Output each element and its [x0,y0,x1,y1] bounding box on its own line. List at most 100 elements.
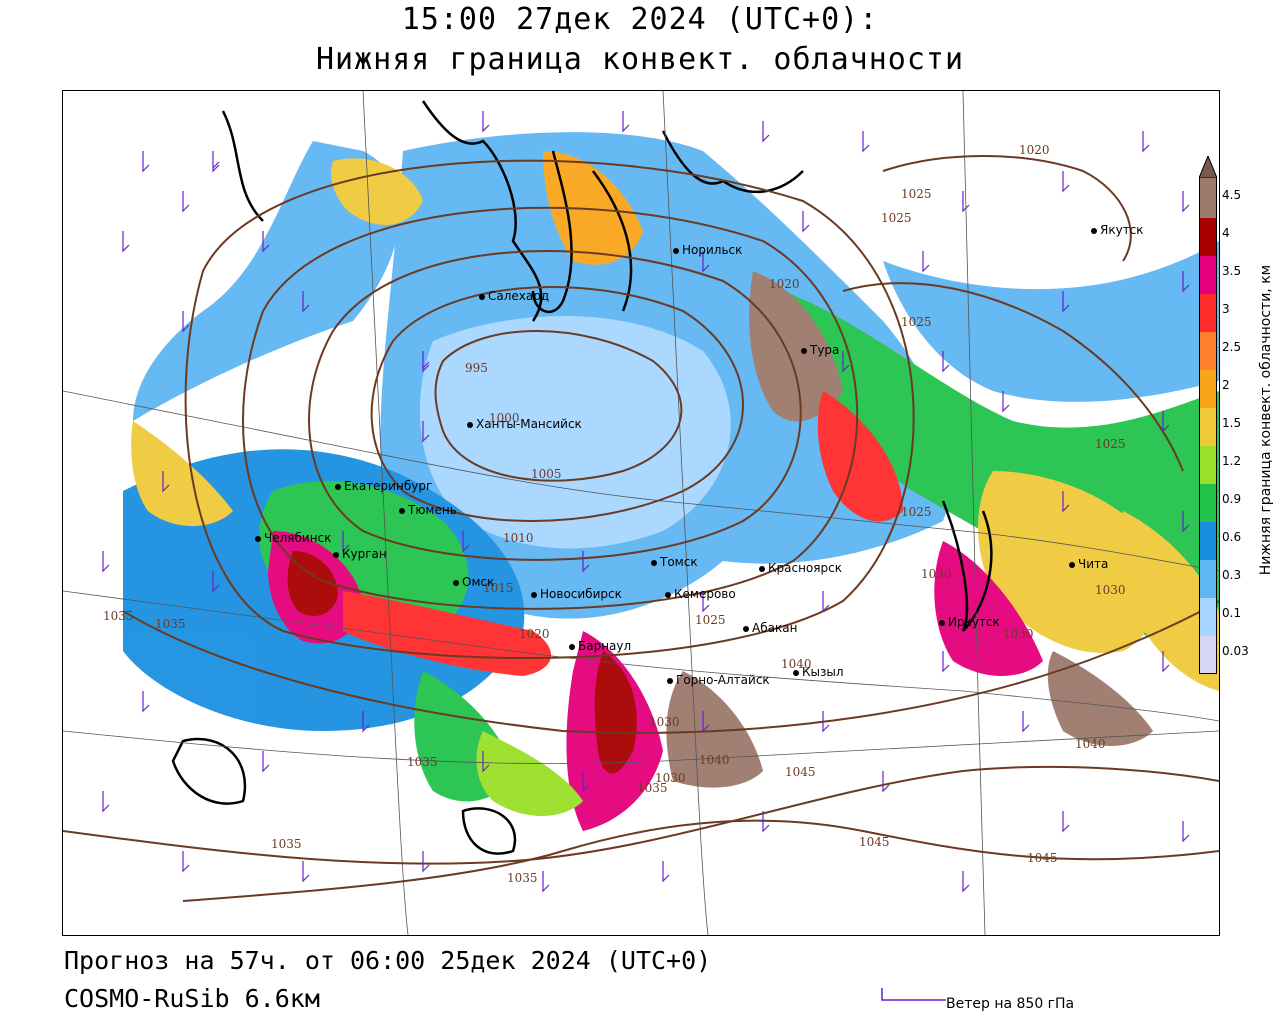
city-marker [255,535,261,542]
isobar-label: 1035 [637,781,668,795]
isobar-label: 1030 [1095,583,1126,597]
coastlines [171,100,993,855]
isobar-label: 1030 [655,771,686,785]
legend-swatch [1199,636,1217,674]
city-marker [399,507,405,514]
legend-tick: 2.5 [1222,340,1242,354]
city-label: Норильск [673,243,742,257]
isobar-label: 1025 [881,211,912,225]
city-marker [673,247,679,254]
isobars [63,155,1219,902]
legend-arrow [1199,156,1217,178]
city-marker [479,293,485,300]
city-label: Курган [333,547,387,561]
wind-barbs [102,111,1190,893]
isobar-label: 1030 [649,715,680,729]
city-label: Якутск [1091,223,1144,237]
isobar-label: 1025 [901,315,932,329]
model-name: COSMO-RuSib 6.6км [64,984,320,1013]
isobar-label: 1035 [155,617,186,631]
city-marker [743,625,749,632]
city-marker [467,421,473,428]
city-marker [667,677,673,684]
city-marker [531,591,537,598]
city-marker [939,619,945,626]
city-label: Тюмень [399,503,457,517]
city-marker [333,551,339,558]
map-subtitle: Нижняя граница конвект. облачности [315,42,965,77]
map-title: 15:00 27дек 2024 (UTC+0): [401,2,879,37]
legend-swatch [1199,370,1217,408]
city-label: Ханты-Мансийск [467,417,582,431]
isobar-label: 1020 [769,277,800,291]
legend-tick: 4 [1222,226,1230,240]
city-marker [453,579,459,586]
city-label: Абакан [743,621,797,635]
forecast-map: 1020 1025 1025 1020 1025 995 1000 1005 1… [62,90,1220,936]
isobar-label: 1035 [407,755,438,769]
city-label: Челябинск [255,531,331,545]
isobar-label: 1020 [519,627,550,641]
city-label: Томск [651,555,698,569]
legend-swatch [1199,178,1217,218]
city-label: Омск [453,575,494,589]
legend-swatch [1199,332,1217,370]
legend-tick: 3 [1222,302,1230,316]
isobar-label: 1025 [901,505,932,519]
legend-swatch [1199,598,1217,636]
city-marker [793,669,799,676]
city-marker [1091,227,1097,234]
cloud-field [123,132,1219,831]
isobar-label: 1040 [1075,737,1106,751]
legend-tick: 4.5 [1222,188,1242,202]
city-label: Екатеринбург [335,479,432,493]
city-marker [801,347,807,354]
city-label: Кемерово [665,587,736,601]
isobar-label: 1005 [531,467,562,481]
legend-tick: 0.1 [1222,606,1242,620]
forecast-info: Прогноз на 57ч. от 06:00 25дек 2024 (UTC… [64,946,712,975]
city-label: Иркутск [939,615,1000,629]
isobar-label: 1045 [859,835,890,849]
isobar-label: 1025 [901,187,932,201]
isobar-label: 1045 [1027,851,1058,865]
wind-key-label: Ветер на 850 гПа [946,996,1075,1012]
legend-swatch [1199,218,1217,256]
legend-tick: 2 [1222,378,1230,392]
isobar-label: 1030 [1003,627,1034,641]
legend-swatch [1199,294,1217,332]
city-marker [651,559,657,566]
legend-title: Нижняя граница конвект. облачности, км [1258,264,1274,576]
legend-tick: 0.9 [1222,492,1242,506]
city-label: Новосибирск [531,587,622,601]
legend-tick: 0.03 [1222,644,1249,658]
isobar-label: 1045 [785,765,816,779]
legend-swatch [1199,522,1217,560]
legend-tick: 0.3 [1222,568,1242,582]
admin-borders [63,91,1219,935]
map-canvas [63,91,1219,935]
isobar-label: 1000 [489,411,520,425]
city-label: Барнаул [569,639,631,653]
isobar-label: 995 [465,361,488,375]
isobar-label: 1030 [921,567,952,581]
city-marker [665,591,671,598]
isobar-label: 1015 [483,581,514,595]
city-label: Салехард [479,289,549,303]
city-label: Горно-Алтайск [667,673,770,687]
isobar-label: 1040 [699,753,730,767]
isobar-label: 1020 [1019,143,1050,157]
isobar-label: 1035 [103,609,134,623]
wind-key-icon [881,988,946,1001]
legend-swatch [1199,484,1217,522]
city-marker [1069,561,1075,568]
isobar-label: 1040 [781,657,812,671]
legend-swatch [1199,560,1217,598]
isobar-label: 1025 [695,613,726,627]
city-marker [569,643,575,650]
city-label: Тура [801,343,839,357]
city-label: Кызыл [793,665,844,679]
isobar-label: 1025 [1095,437,1126,451]
legend-swatch [1199,408,1217,446]
legend-swatch [1199,446,1217,484]
